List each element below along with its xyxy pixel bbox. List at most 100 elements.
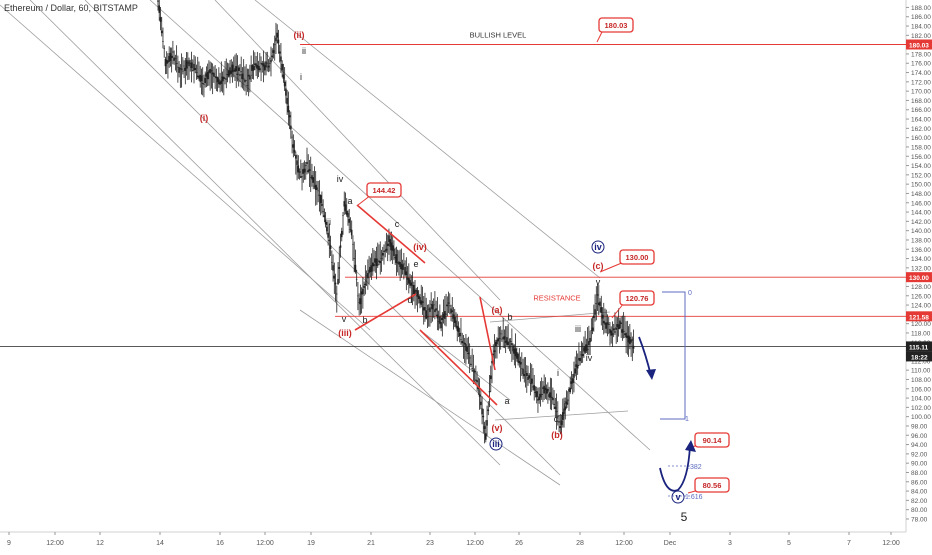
candle-body: [249, 76, 251, 80]
y-tick-label: 148.00: [911, 191, 931, 198]
candle-body: [506, 337, 508, 345]
candle-body: [230, 70, 233, 74]
candle-body: [216, 77, 219, 83]
candle-body: [332, 265, 334, 271]
candle-body: [175, 63, 178, 64]
y-tick-label: 166.00: [911, 107, 931, 114]
candle-body: [273, 44, 276, 46]
candle-body: [612, 328, 615, 331]
wave-label: b: [507, 312, 512, 322]
y-tick-label: 174.00: [911, 70, 931, 77]
candle-body: [380, 258, 383, 259]
y-tick-label: 156.00: [911, 154, 931, 161]
candle-body: [317, 190, 319, 192]
candle-body: [605, 322, 608, 329]
candle-body: [467, 352, 470, 355]
candle-body: [297, 165, 300, 173]
candle-body: [480, 401, 482, 406]
candle-body: [167, 60, 169, 63]
candle-body: [396, 262, 399, 264]
candle-body: [447, 302, 450, 304]
candle-body: [425, 310, 427, 319]
candle-body: [502, 337, 504, 339]
y-tick-label: 164.00: [911, 117, 931, 124]
axis-price-tag-text: 115.11: [909, 344, 929, 351]
candle-body: [203, 84, 205, 85]
candle-body: [352, 243, 354, 245]
candle-body: [615, 327, 617, 330]
candle-body: [164, 59, 167, 67]
y-tick-label: 132.00: [911, 265, 931, 272]
candle-body: [193, 63, 195, 71]
candle-body: [514, 348, 517, 357]
candle-body: [491, 361, 493, 364]
candle-body: [246, 85, 249, 86]
candle-body: [324, 219, 327, 225]
candle-body: [223, 77, 225, 79]
candle-body: [268, 62, 271, 64]
candle-body: [262, 63, 265, 67]
candle-body: [462, 342, 465, 343]
wave-label: d: [407, 295, 412, 305]
y-tick-label: 102.00: [911, 405, 931, 412]
x-tick-label: 5: [787, 540, 791, 547]
wave-label: (c): [593, 261, 604, 271]
candle-body: [439, 316, 441, 324]
candle-body: [504, 340, 507, 343]
red-trend-line: [356, 204, 426, 264]
channel-line: [29, 0, 501, 466]
callout-label: 180.03: [605, 21, 628, 30]
candle-body: [450, 308, 452, 314]
candle-body: [436, 314, 439, 319]
candle-body: [386, 243, 389, 247]
candle-body: [187, 62, 189, 64]
candle-body: [323, 215, 326, 218]
candle-body: [604, 322, 606, 325]
candle-body: [415, 290, 418, 292]
y-tick-label: 92.00: [911, 451, 928, 458]
candle-body: [445, 313, 447, 315]
candles: [157, 0, 635, 444]
candle-body: [521, 368, 523, 370]
candle-body: [307, 170, 310, 173]
candle-body: [201, 83, 204, 85]
candle-body: [518, 360, 521, 364]
candle-body: [331, 262, 333, 263]
x-tick-label: 12:00: [615, 540, 633, 547]
y-tick-label: 168.00: [911, 98, 931, 105]
projection-arrow-up-head: [685, 440, 696, 452]
candle-body: [213, 72, 215, 77]
candle-body: [488, 391, 491, 393]
x-tick-label: 12:00: [46, 540, 64, 547]
candle-body: [420, 300, 423, 305]
candle-body: [393, 248, 395, 257]
candle-body: [363, 285, 365, 288]
candle-body: [631, 339, 634, 341]
level-text: RESISTANCE: [533, 293, 580, 302]
x-tick-label: Dec: [664, 540, 677, 547]
callout-pointer: [599, 261, 625, 273]
y-tick-label: 146.00: [911, 200, 931, 207]
x-tick-label: 3: [728, 540, 732, 547]
candle-body: [481, 408, 483, 415]
candle-body: [182, 70, 184, 72]
candle-body: [542, 387, 544, 389]
candle-body: [198, 75, 200, 79]
candle-body: [486, 420, 488, 426]
candle-body: [629, 336, 631, 345]
candle-body: [478, 394, 481, 397]
axis-price-tag: [906, 272, 932, 283]
y-tick-label: 96.00: [911, 433, 928, 440]
candle-body: [372, 262, 374, 267]
candle-body: [314, 184, 317, 190]
candle-body: [311, 175, 313, 180]
candle-body: [200, 75, 203, 82]
callout-label: 80.56: [703, 481, 722, 490]
candle-body: [188, 60, 190, 67]
candle-body: [538, 396, 540, 401]
candle-body: [260, 62, 262, 64]
candle-body: [184, 67, 187, 71]
candle-body: [211, 72, 214, 75]
candle-body: [235, 66, 238, 72]
